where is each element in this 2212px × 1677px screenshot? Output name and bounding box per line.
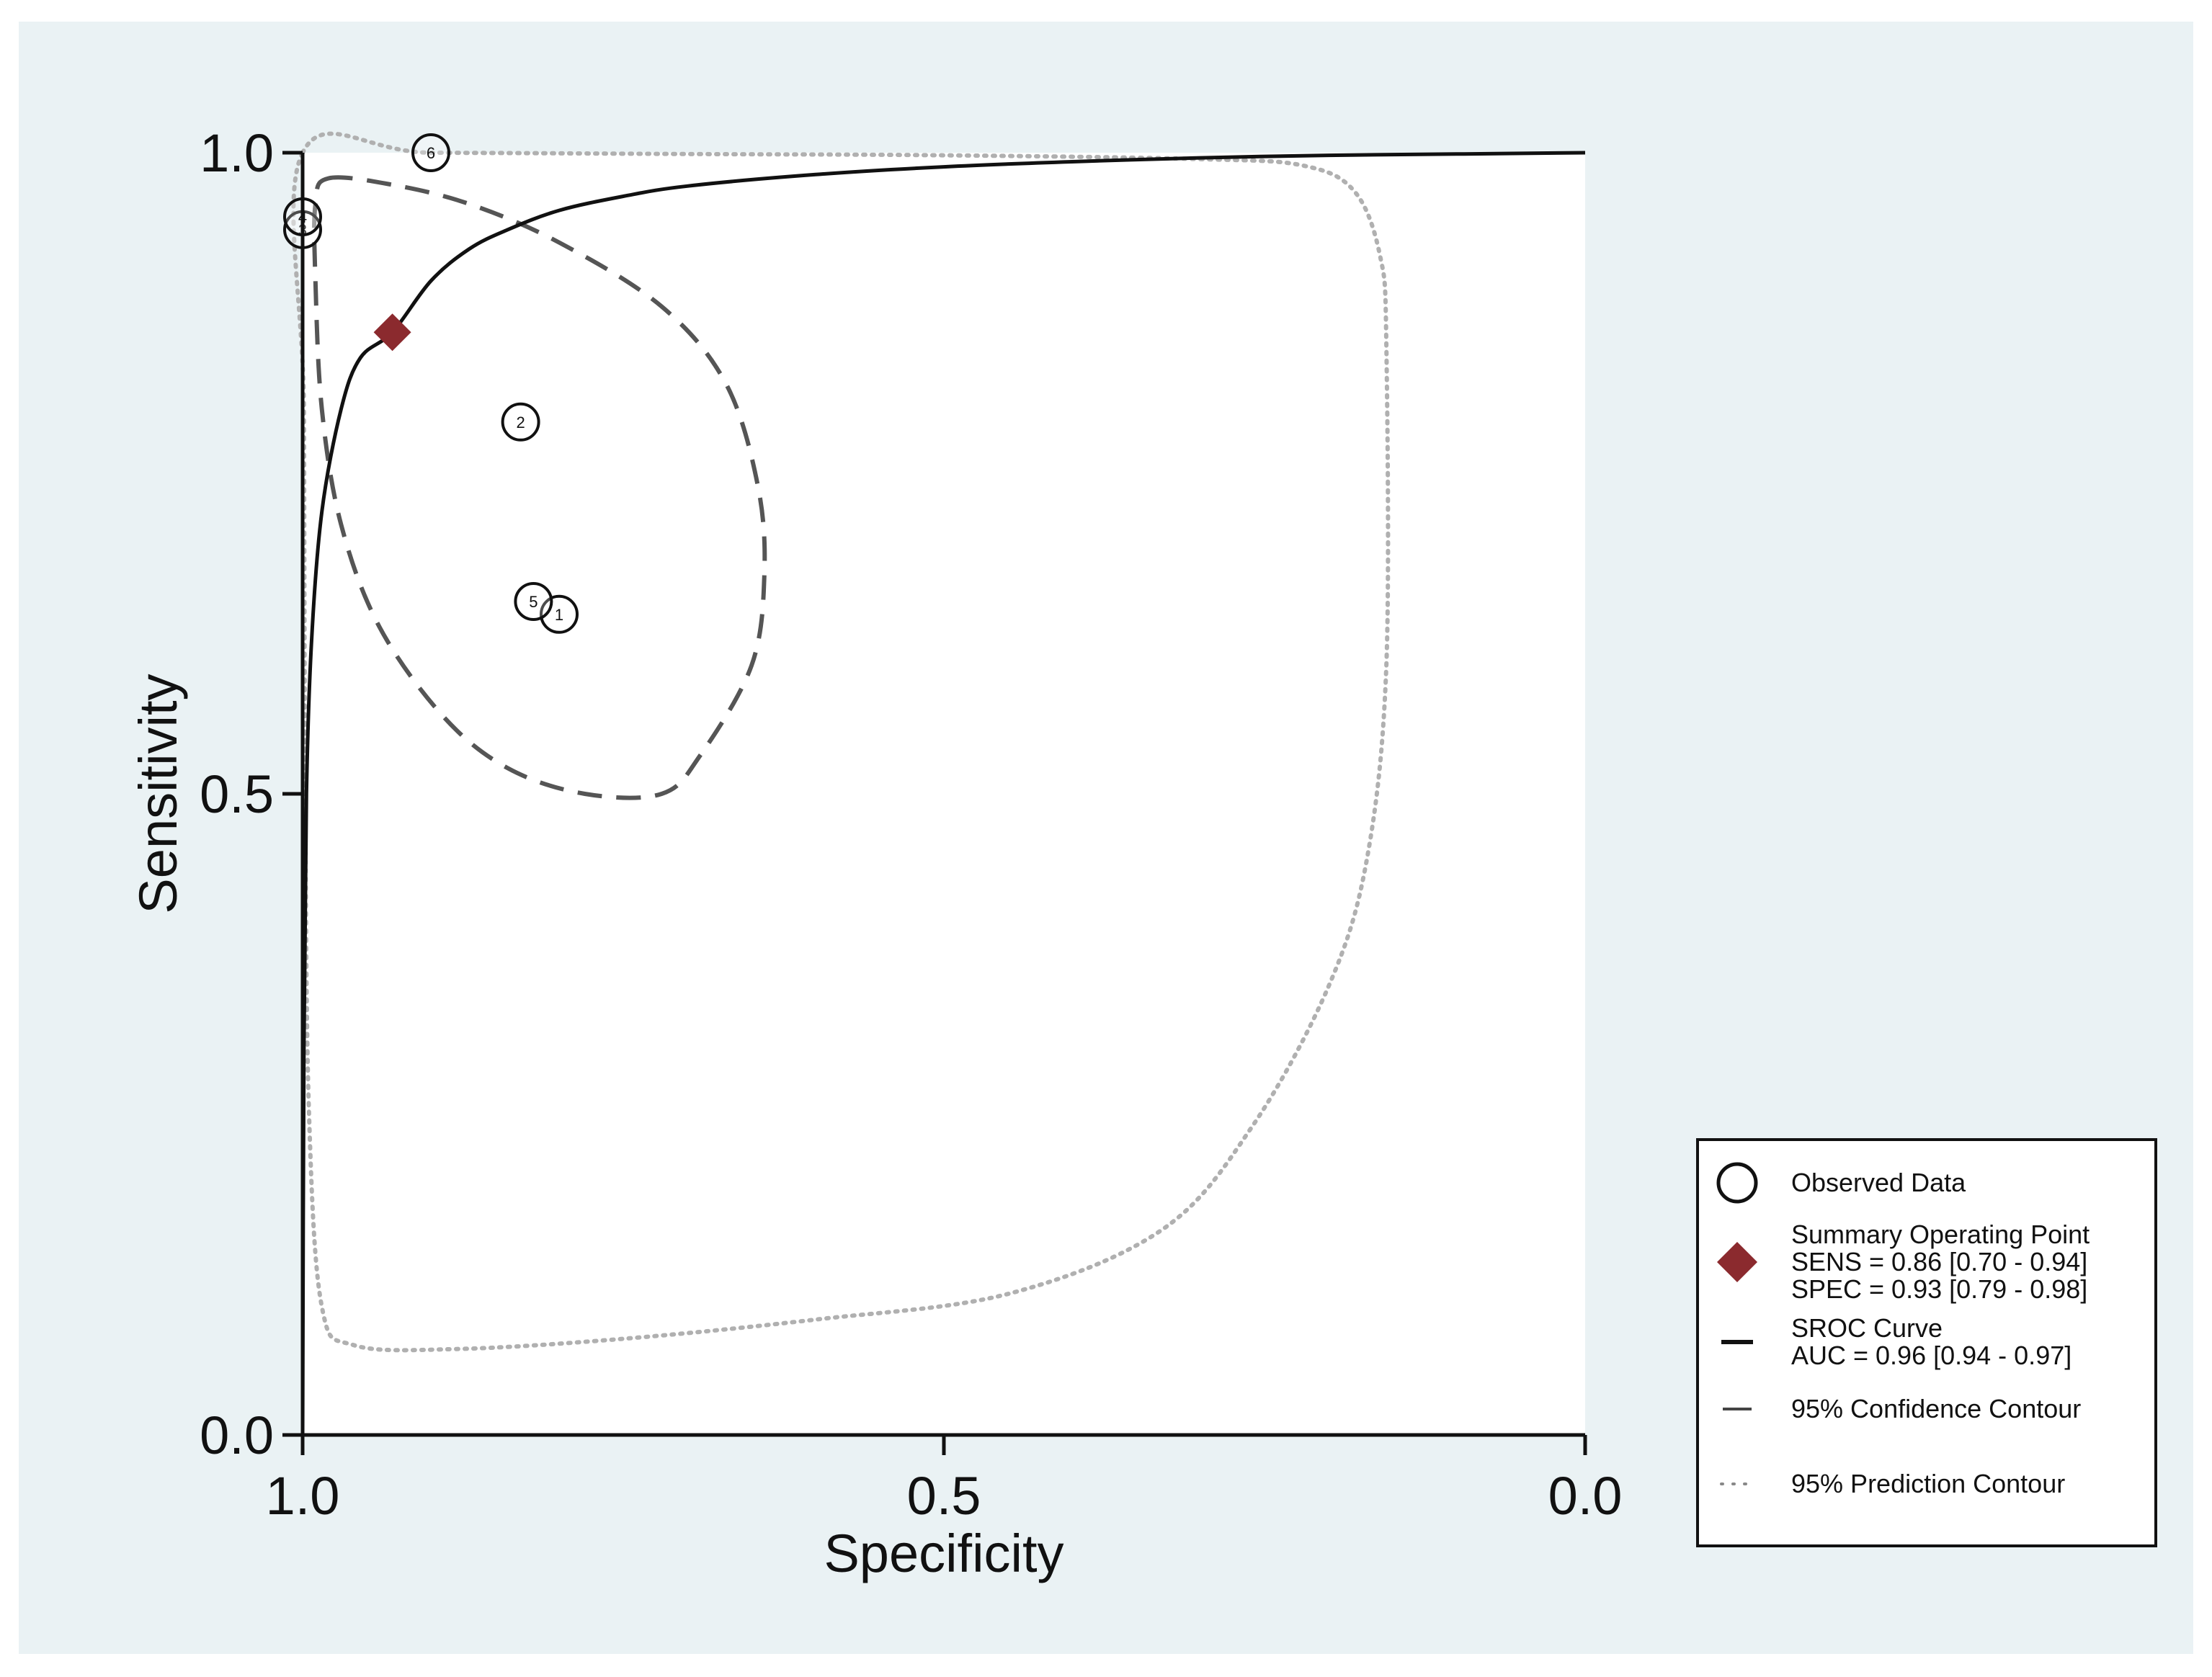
x-tick-label: 0.0 xyxy=(1548,1466,1623,1526)
y-axis-title: Sensitivity xyxy=(128,674,188,913)
legend-label: 95% Prediction Contour xyxy=(1791,1469,2065,1498)
contours-layer xyxy=(291,131,1586,1436)
plot-area xyxy=(303,153,1585,1435)
legend-label: 95% Confidence Contour xyxy=(1791,1394,2081,1423)
confidence-contour xyxy=(312,175,767,800)
x-tick-label: 1.0 xyxy=(266,1466,340,1526)
axes-layer: 0.0 0.5 1.0 1.0 0.5 0.0 xyxy=(200,123,1622,1526)
legend-label: Summary Operating Point xyxy=(1791,1220,2090,1249)
legend-circle-icon xyxy=(1716,1162,1758,1204)
legend-label: SENS = 0.86 [0.70 - 0.94] xyxy=(1791,1247,2087,1276)
prediction-contour xyxy=(291,131,1391,1353)
legend-label: SPEC = 0.93 [0.79 - 0.98] xyxy=(1791,1274,2087,1304)
sroc-curve xyxy=(300,151,1586,1436)
observed-point-label: 1 xyxy=(555,606,563,624)
observed-point-label: 6 xyxy=(427,144,435,162)
points-layer: 123456 xyxy=(283,133,579,634)
legend: Observed Data Summary Operating PointSENS… xyxy=(1696,1138,2157,1547)
observed-point xyxy=(501,402,540,442)
legend-label: AUC = 0.96 [0.94 - 0.97] xyxy=(1791,1341,2071,1370)
summary-operating-point xyxy=(373,313,411,352)
legend-label: Observed Data xyxy=(1791,1168,1966,1197)
observed-point-label: 2 xyxy=(516,413,525,431)
legend-box xyxy=(1696,1138,2157,1547)
y-tick-label: 0.0 xyxy=(200,1405,274,1465)
x-tick-label: 0.5 xyxy=(907,1466,981,1526)
x-axis-title: Specificity xyxy=(824,1524,1063,1583)
observed-point xyxy=(514,582,553,621)
y-tick-label: 1.0 xyxy=(200,123,274,183)
legend-diamond-icon xyxy=(1717,1242,1757,1282)
legend-label: SROC Curve xyxy=(1791,1313,1943,1343)
observed-point-label: 5 xyxy=(529,593,538,611)
y-tick-label: 0.5 xyxy=(200,764,274,824)
observed-point xyxy=(411,133,450,172)
